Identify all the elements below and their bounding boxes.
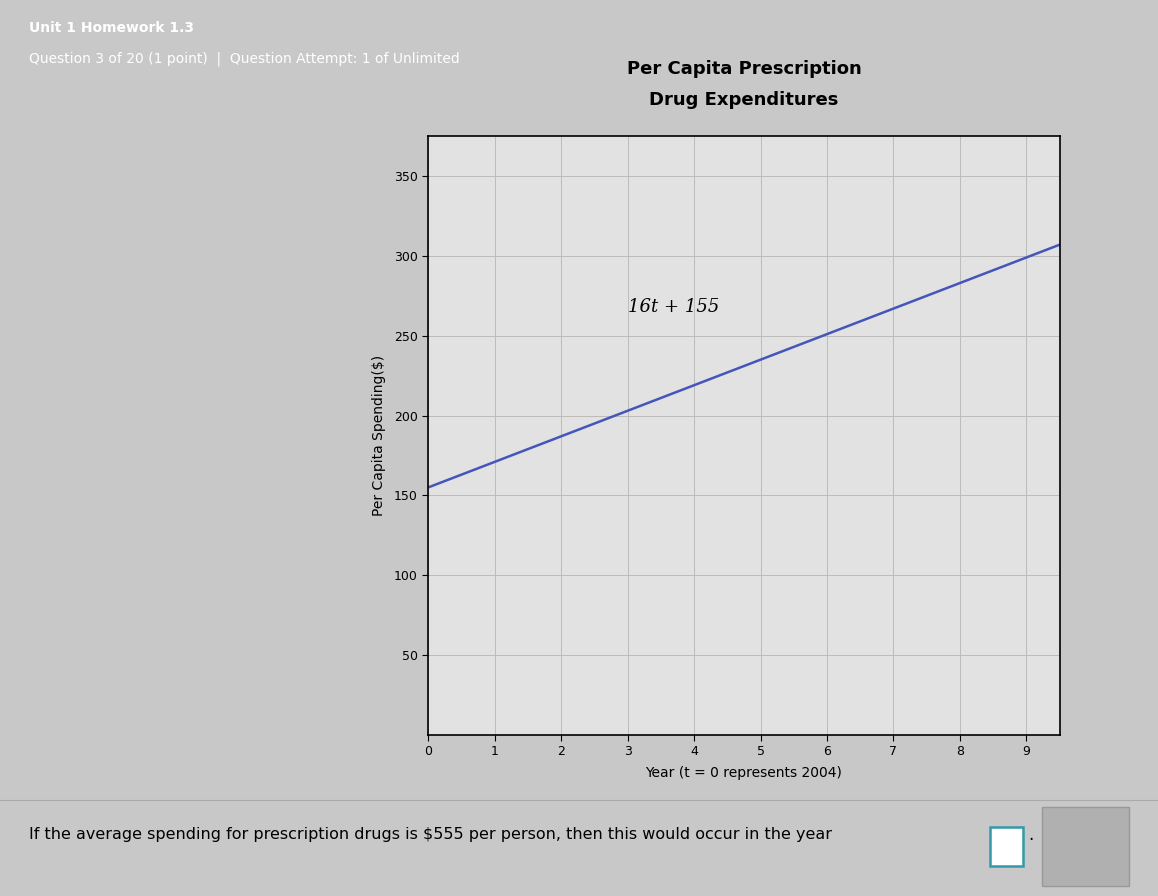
X-axis label: Year (t = 0 represents 2004): Year (t = 0 represents 2004): [645, 766, 843, 780]
FancyBboxPatch shape: [1042, 807, 1129, 886]
Text: 16t + 155: 16t + 155: [628, 297, 719, 315]
Text: Per Capita Prescription: Per Capita Prescription: [626, 60, 862, 78]
Text: .: .: [1028, 826, 1034, 844]
FancyBboxPatch shape: [990, 827, 1023, 866]
Text: Question 3 of 20 (1 point)  |  Question Attempt: 1 of Unlimited: Question 3 of 20 (1 point) | Question At…: [29, 51, 460, 66]
Y-axis label: Per Capita Spending($): Per Capita Spending($): [372, 355, 386, 516]
Text: If the average spending for prescription drugs is $555 per person, then this wou: If the average spending for prescription…: [29, 827, 831, 842]
Text: Drug Expenditures: Drug Expenditures: [650, 91, 838, 109]
Text: Unit 1 Homework 1.3: Unit 1 Homework 1.3: [29, 21, 193, 35]
